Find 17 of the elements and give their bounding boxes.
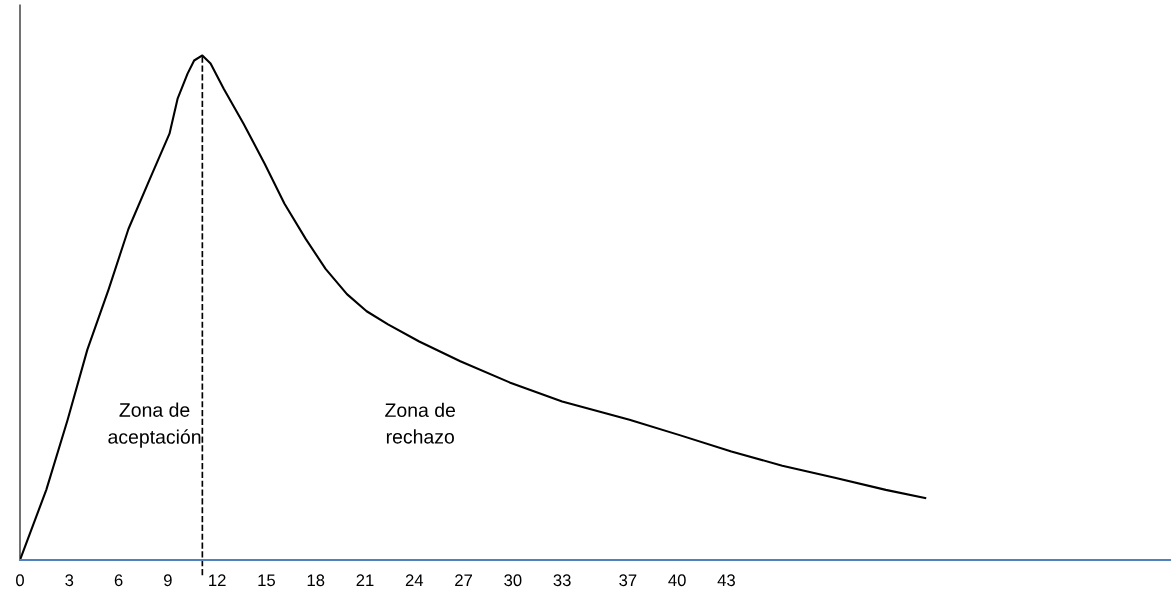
x-tick-label: 24 [405, 574, 424, 586]
x-tick-label: 18 [307, 574, 325, 587]
x-tick-label: 43 [717, 574, 735, 587]
x-tick-label: 37 [619, 574, 637, 587]
x-tick-label: 33 [553, 574, 571, 587]
x-tick-label: 27 [455, 574, 472, 586]
x-tick-label: 15 [258, 574, 275, 587]
x-tick-label: 3 [65, 574, 74, 587]
x-tick-label: 9 [164, 574, 172, 587]
x-tick-label: 40 [668, 574, 686, 587]
annotation: Zona de rechazo [385, 402, 456, 444]
annotation: Zona de aceptación [108, 402, 201, 448]
x-tick-label: 12 [209, 574, 226, 586]
x-tick-label: 30 [504, 574, 522, 587]
x-tick-label: 0 [16, 574, 24, 587]
x-tick-label: 21 [356, 574, 374, 586]
x-tick-label: 6 [114, 574, 123, 587]
